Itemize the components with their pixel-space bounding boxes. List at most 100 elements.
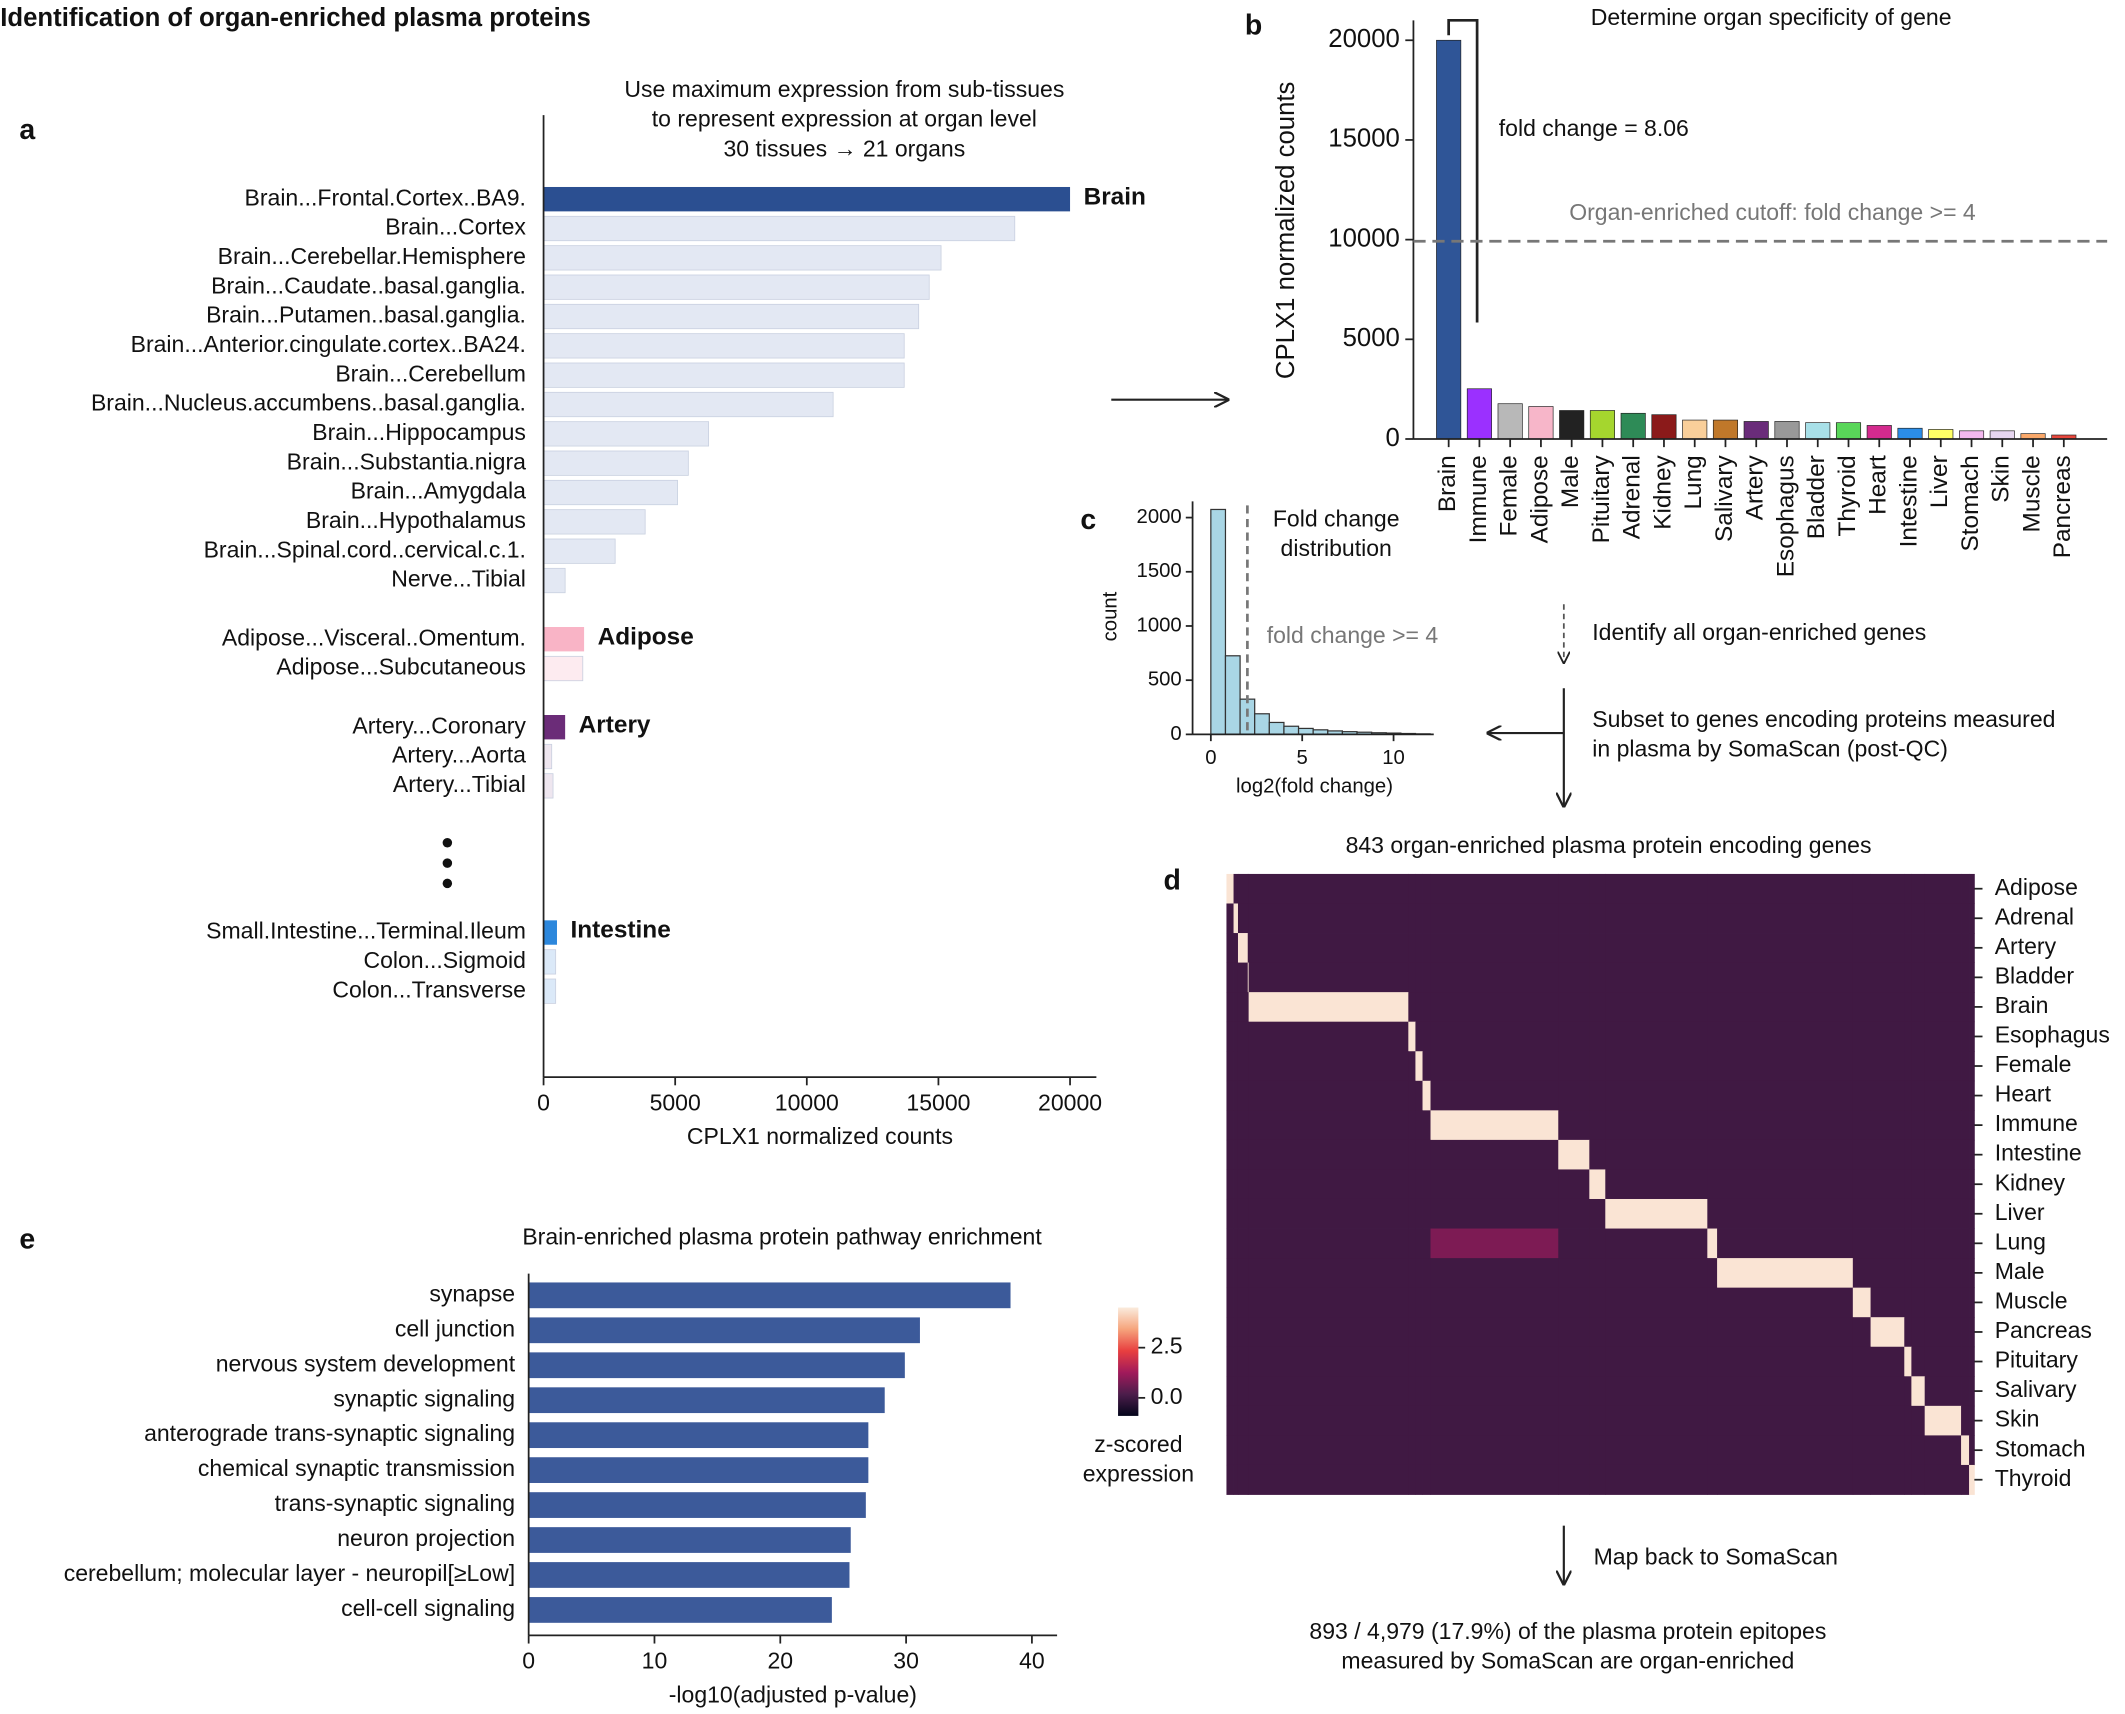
ellipsis-dot [442,878,453,889]
y-tick-label: Adrenal [1995,903,2074,929]
colorbar-tick-label: 2.5 [1151,1333,1183,1359]
heatmap-cell [1589,1464,1606,1495]
heatmap-cell [1961,1228,1970,1259]
heatmap-cell [1237,1051,1249,1082]
heatmap-cell [1558,1258,1590,1289]
heatmap-cell [1870,1080,1905,1111]
heatmap-cell [1422,1464,1431,1495]
heatmap-cell [1237,1376,1249,1407]
heatmap-cell [1852,873,1871,904]
x-tick-label: 30 [893,1648,919,1674]
heatmap-cell [1430,962,1559,993]
heatmap-cell [1605,933,1708,963]
heatmap-cell [1904,1346,1912,1377]
heatmap-cell [1247,1051,1250,1082]
heatmap-cell [1605,962,1708,993]
heatmap-cell [1247,1198,1250,1229]
heatmap-cell [1589,1139,1606,1170]
heatmap-cell [1226,1080,1234,1111]
heatmap-cell [1422,1287,1431,1318]
heatmap-cell [1589,1051,1606,1082]
group-label: Adipose [598,623,694,650]
heatmap-cell [1707,1051,1718,1082]
heatmap-cell [1248,1110,1409,1141]
heatmap-cell [1247,1464,1250,1495]
heatmap-cell [1924,1464,1962,1495]
heatmap-cell [1233,1376,1239,1407]
panel-label: d [1164,865,1181,897]
bar [1989,430,2015,440]
heatmap-cell [1247,1317,1250,1348]
heatmap-cell [1904,1080,1912,1111]
heatmap-cell [1707,1258,1718,1289]
heatmap-cell [1969,1405,1975,1436]
fold-bracket [1447,18,1479,323]
heatmap-cell [1237,903,1249,934]
heatmap-cell [1870,903,1905,934]
heatmap-cell [1233,1435,1239,1466]
heatmap-cell [1408,933,1416,963]
heatmap-cell [1870,933,1905,963]
x-tick-label: Heart [1865,455,1892,515]
heatmap-cell [1226,1169,1234,1200]
heatmap-cell [1247,1021,1250,1052]
heatmap-cell [1904,873,1912,904]
heatmap-cell [1422,1051,1431,1082]
heatmap-cell [1226,1346,1234,1377]
heatmap-cell [1558,1435,1590,1466]
heatmap-cell [1558,1169,1590,1200]
heatmap-cell [1415,873,1423,904]
heatmap-cell [1430,1080,1559,1111]
heatmap-cell [1707,933,1718,963]
heatmap-cell [1924,1228,1962,1259]
heatmap-cell [1717,1110,1854,1141]
x-tick-label: Adrenal [1619,455,1646,539]
heatmap-cell [1226,1317,1234,1348]
x-tick-label: 20000 [1038,1089,1102,1115]
heatmap-cell [1430,992,1559,1023]
heatmap-cell [1233,962,1239,993]
heatmap-cell [1408,873,1416,904]
heatmap-cell [1870,1110,1905,1141]
heatmap-cell [1589,873,1606,904]
heatmap-cell [1717,1287,1854,1318]
heatmap-cell [1707,1110,1718,1141]
y-tick-label: Artery...Tibial [393,771,526,797]
heatmap-cell [1924,1110,1962,1141]
heatmap-cell [1237,1435,1249,1466]
heatmap-cell [1904,992,1912,1023]
heatmap-cell [1422,1169,1431,1200]
heatmap-cell [1852,1169,1871,1200]
y-tick-label: Brain...Cerebellum [335,360,526,386]
y-tick-label: 500 [1148,669,1182,691]
heatmap-cell [1904,1169,1912,1200]
heatmap-cell [1605,1051,1708,1082]
heatmap-cell [1707,1317,1718,1348]
heatmap-cell [1408,1110,1416,1141]
heatmap-cell [1969,1228,1975,1259]
heatmap-cell [1969,1258,1975,1289]
heatmap-cell [1605,1021,1708,1052]
heatmap-cell [1233,1169,1239,1200]
colorbar-tick-label: 0.0 [1151,1383,1183,1409]
heatmap-cell [1422,1346,1431,1377]
heatmap-cell [1589,962,1606,993]
heatmap-cell [1237,1317,1249,1348]
bar [543,333,905,359]
heatmap-cell [1904,1405,1912,1436]
bar [528,1422,869,1449]
heatmap-cell [1226,1198,1234,1229]
heatmap-cell [1237,1080,1249,1111]
heatmap-cell [1248,1228,1409,1259]
heatmap-cell [1717,1317,1854,1348]
heatmap-cell [1237,1228,1249,1259]
heatmap-cell [1969,903,1975,934]
heatmap-cell [1248,1080,1409,1111]
y-tick-label: cell-cell signaling [341,1595,515,1621]
y-tick-label: synapse [429,1280,515,1306]
y-tick-label: Brain...Cerebellar.Hemisphere [218,243,526,269]
x-tick-label: 5 [1297,747,1308,769]
heatmap-cell [1717,903,1854,934]
heatmap-cell [1589,992,1606,1023]
heatmap-cell [1870,1169,1905,1200]
